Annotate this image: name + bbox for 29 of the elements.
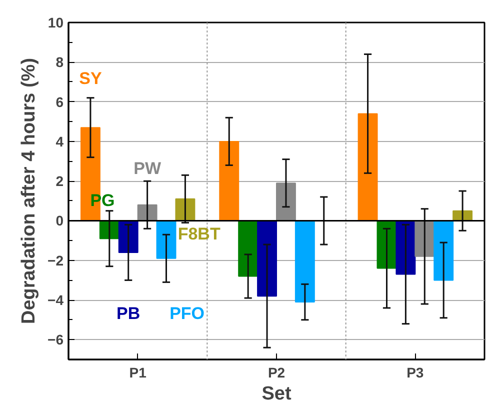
x-axis-title: Set: [262, 384, 292, 404]
y-tick-label: 10: [48, 14, 64, 30]
x-tick-label: P3: [406, 364, 424, 380]
y-tick-label: −4: [48, 292, 64, 308]
y-tick-label: −2: [48, 252, 64, 268]
y-tick-label: 0: [56, 212, 64, 229]
y-tick-label: 2: [56, 173, 64, 190]
bar: [257, 220, 277, 297]
bar: [156, 220, 176, 259]
text: SY: [79, 68, 102, 88]
bar: [294, 220, 315, 303]
y-tick-label: 4: [56, 133, 64, 150]
bar: [219, 140, 240, 222]
y-axis-title: Degradation after 4 hours (%): [18, 58, 40, 324]
y-tick-label: −6: [48, 332, 64, 348]
text: PB: [116, 304, 140, 323]
text: PFO: [170, 304, 205, 323]
bar: [238, 220, 258, 277]
series-label: F8BT: [178, 224, 221, 244]
y-tick-label: 6: [56, 94, 64, 110]
series-label: PW: [134, 159, 162, 178]
bar: [396, 220, 416, 275]
bar: [434, 220, 454, 281]
bar: [118, 220, 138, 253]
x-tick-label: P1: [129, 364, 147, 380]
x-tick-label: P2: [268, 364, 286, 380]
bar: [276, 182, 296, 222]
y-tick-label: 8: [56, 54, 64, 70]
bar: [358, 113, 378, 222]
